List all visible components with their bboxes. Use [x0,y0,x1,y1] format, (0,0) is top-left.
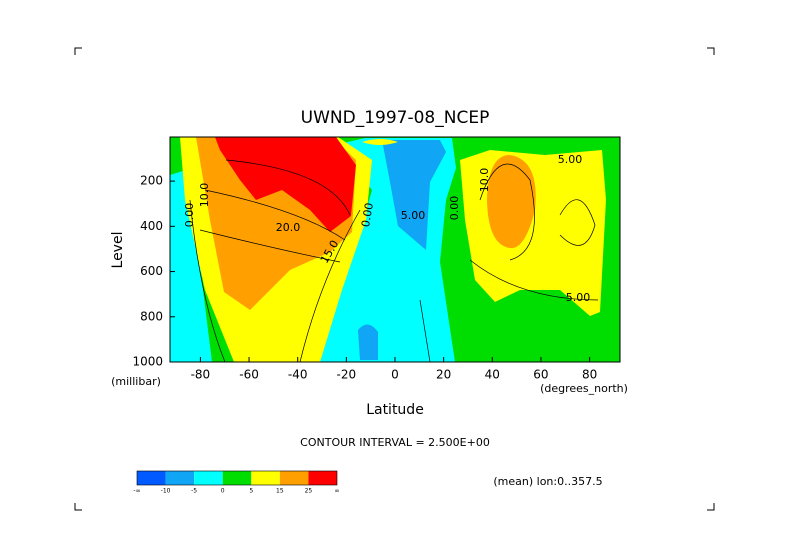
corner-marks [74,47,715,511]
colorbar-label: -10 [161,488,171,495]
fill-region [382,140,446,250]
contour-line [225,159,351,216]
contour-field [170,137,620,363]
x-tick-label: -60 [239,368,259,382]
colorbar-swatch [308,471,337,485]
contour-label: 10.0 [198,183,211,208]
contour-label: 5.00 [566,291,591,304]
x-tick-label: 80 [582,368,597,382]
contour-line [189,199,226,363]
contour-line [559,199,596,246]
y-tick-label: 400 [140,219,163,233]
colorbar-swatch [279,471,309,485]
x-tick-label: -40 [288,368,308,382]
contour-line [469,259,599,301]
y-tick-label: 200 [140,174,163,188]
region-note: (mean) lon:0..357.5 [493,475,602,488]
colorbar-swatch [137,471,166,485]
contour-label: 5.00 [558,153,583,166]
colorbar-label: -∞ [133,488,140,495]
colorbar-label: 25 [305,488,313,495]
y-tick-label: 800 [140,309,163,323]
fill-region [358,324,378,360]
x-tick-label: 40 [485,368,500,382]
y-axis-title: Level [110,232,126,269]
x-tick-label: -20 [337,368,357,382]
contour-line [199,229,341,263]
x-tick-label: 20 [436,368,451,382]
fill-region [362,139,398,145]
x-tick-label: 0 [391,368,399,382]
contour-label: 5.00 [401,209,426,222]
colorbar-label: 15 [276,488,284,495]
fill-region [215,137,356,232]
contour-label: 10.0 [478,168,491,193]
colorbar-label: ∞ [335,488,340,495]
contour-line [204,189,346,241]
contour-line [479,163,535,261]
x-tick-label: 60 [533,368,548,382]
y-tick-label: 600 [140,264,163,278]
colorbar-swatch [251,471,280,485]
y-tick-label: 1000 [132,355,163,369]
chart-title: UWND_1997-08_NCEP [301,108,490,128]
colorbar-label: -5 [191,488,197,495]
colorbar-label: 0 [221,488,225,495]
contour-label: 0.00 [183,203,196,228]
colorbar-frame [136,470,338,486]
contour-label: 0.00 [359,202,376,228]
contour-line [299,209,361,363]
colorbar-label: 5 [249,488,253,495]
y-axis-units: (millibar) [111,375,161,388]
x-axis-units: (degrees_north) [540,382,628,395]
contour-label: 0.00 [448,196,461,221]
contour-interval: CONTOUR INTERVAL = 2.500E+00 [300,436,490,449]
contour-label: 20.0 [276,221,301,234]
fill-region [487,155,536,249]
colorbar-swatch [165,471,195,485]
fill-region [170,170,212,362]
x-tick-label: -80 [191,368,211,382]
colorbar-swatch [222,471,252,485]
x-axis-title: Latitude [366,402,424,418]
colorbar-swatch [194,471,223,485]
contour-line [419,299,431,363]
